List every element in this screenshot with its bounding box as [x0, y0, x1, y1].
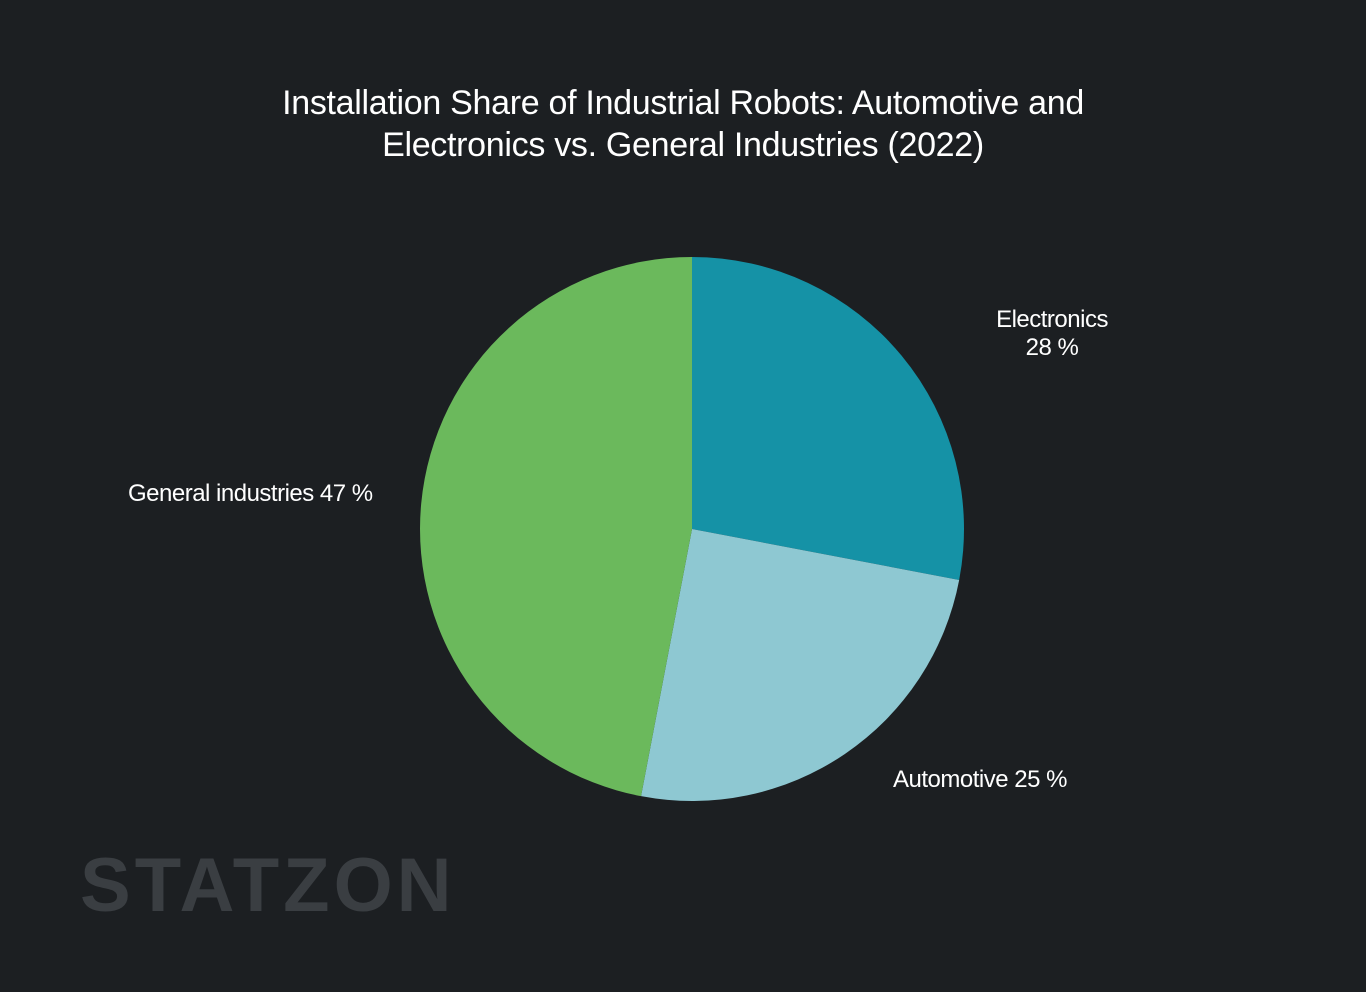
chart-title: Installation Share of Industrial Robots:…	[0, 82, 1366, 166]
pie-slice-electronics	[692, 257, 964, 580]
chart-title-line-2: Electronics vs. General Industries (2022…	[382, 126, 984, 164]
slice-label-general-industries: General industries 47 %	[128, 480, 373, 507]
pie-slice-automotive	[641, 529, 960, 801]
slice-label-electronics-value: 28 %	[1025, 334, 1079, 361]
slice-label-automotive: Automotive 25 %	[893, 766, 1067, 793]
statzon-watermark-logo: STATZON	[80, 843, 456, 928]
slice-label-electronics: Electronics 28 %	[952, 306, 1152, 362]
pie-slice-general-industries	[420, 257, 692, 797]
slice-label-electronics-name: Electronics	[996, 306, 1108, 333]
chart-title-line-1: Installation Share of Industrial Robots:…	[282, 84, 1084, 122]
